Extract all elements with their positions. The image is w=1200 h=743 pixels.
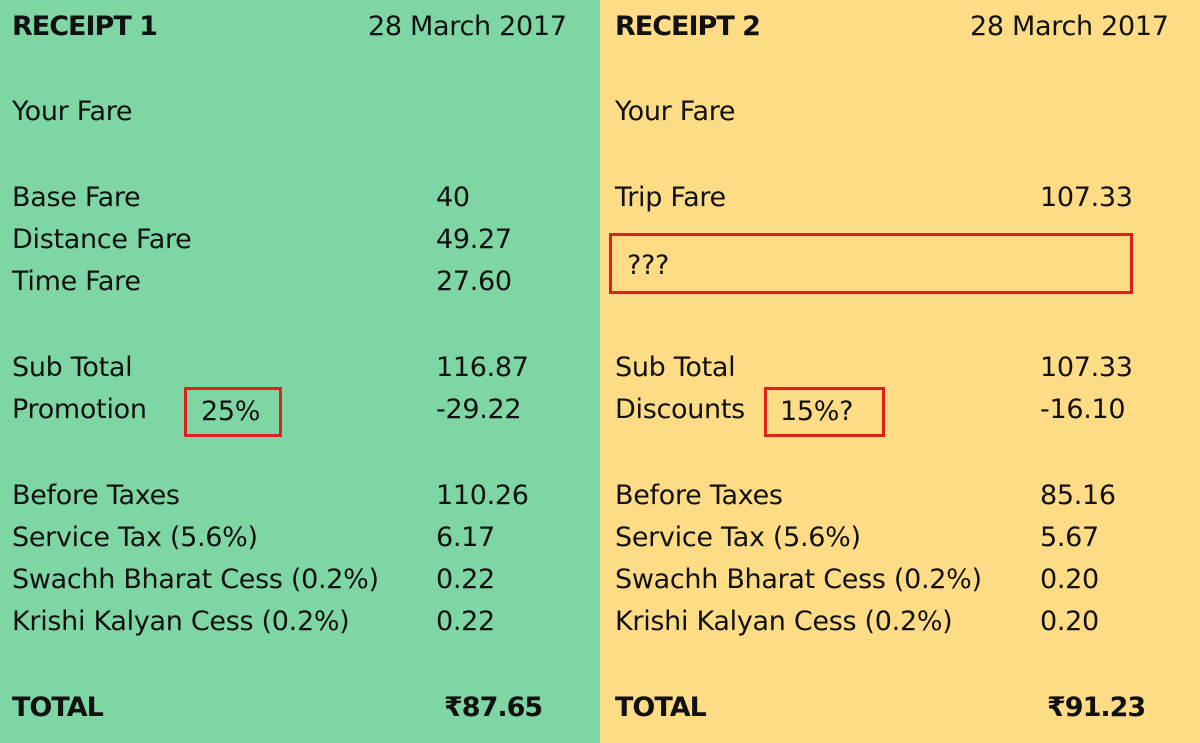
receipt-1-sub-total-value: 116.87: [436, 352, 529, 383]
receipt-2-sub-total-label: Sub Total: [615, 352, 736, 383]
receipt-1-total-label: TOTAL: [12, 692, 104, 723]
base-fare-value: 40: [436, 182, 470, 213]
receipt-2-your-fare: Your Fare: [615, 96, 736, 127]
promotion-rate: 25%: [201, 396, 261, 427]
time-fare-label: Time Fare: [12, 266, 141, 297]
discounts-value: -16.10: [1040, 394, 1126, 425]
trip-fare-value: 107.33: [1040, 182, 1133, 213]
base-fare-label: Base Fare: [12, 182, 141, 213]
receipt-1-date: 28 March 2017: [368, 11, 567, 42]
receipt-2-krishi-cess-value: 0.20: [1040, 606, 1099, 637]
receipt-2-before-taxes-label: Before Taxes: [615, 480, 783, 511]
discount-rate-highlight-box: [764, 387, 885, 437]
receipt-2-before-taxes-value: 85.16: [1040, 480, 1116, 511]
discount-rate: 15%?: [780, 396, 854, 427]
receipt-1-before-taxes-label: Before Taxes: [12, 480, 180, 511]
receipt-1-service-tax-value: 6.17: [436, 522, 495, 553]
promotion-value: -29.22: [436, 394, 522, 425]
receipt-1-sub-total-label: Sub Total: [12, 352, 133, 383]
receipt-1-before-taxes-value: 110.26: [436, 480, 529, 511]
receipt-2-total-value: ₹91.23: [1047, 692, 1146, 723]
receipt-1-panel: RECEIPT 1 28 March 2017 Your Fare Base F…: [0, 0, 600, 743]
receipt-2-date: 28 March 2017: [970, 11, 1169, 42]
receipt-1-krishi-cess-label: Krishi Kalyan Cess (0.2%): [12, 606, 350, 637]
receipt-2-service-tax-label: Service Tax (5.6%): [615, 522, 861, 553]
receipt-1-service-tax-label: Service Tax (5.6%): [12, 522, 258, 553]
receipt-2-swachh-cess-label: Swachh Bharat Cess (0.2%): [615, 564, 982, 595]
receipt-1-swachh-cess-value: 0.22: [436, 564, 495, 595]
unknown-fare-highlight-box: [609, 233, 1133, 294]
distance-fare-value: 49.27: [436, 224, 512, 255]
trip-fare-label: Trip Fare: [615, 182, 726, 213]
unknown-fare-text: ???: [627, 250, 670, 281]
discounts-label: Discounts: [615, 394, 745, 425]
distance-fare-label: Distance Fare: [12, 224, 192, 255]
promotion-rate-highlight-box: [184, 387, 282, 437]
receipt-1-total-value: ₹87.65: [444, 692, 543, 723]
receipt-2-krishi-cess-label: Krishi Kalyan Cess (0.2%): [615, 606, 953, 637]
receipt-2-swachh-cess-value: 0.20: [1040, 564, 1099, 595]
receipt-2-panel: RECEIPT 2 28 March 2017 Your Fare Trip F…: [600, 0, 1200, 743]
receipt-2-service-tax-value: 5.67: [1040, 522, 1099, 553]
promotion-label: Promotion: [12, 394, 147, 425]
time-fare-value: 27.60: [436, 266, 512, 297]
receipt-1-your-fare: Your Fare: [12, 96, 133, 127]
receipt-2-sub-total-value: 107.33: [1040, 352, 1133, 383]
receipt-1-title: RECEIPT 1: [12, 11, 158, 42]
receipt-1-swachh-cess-label: Swachh Bharat Cess (0.2%): [12, 564, 379, 595]
receipt-1-krishi-cess-value: 0.22: [436, 606, 495, 637]
receipt-2-title: RECEIPT 2: [615, 11, 761, 42]
receipt-2-total-label: TOTAL: [615, 692, 707, 723]
